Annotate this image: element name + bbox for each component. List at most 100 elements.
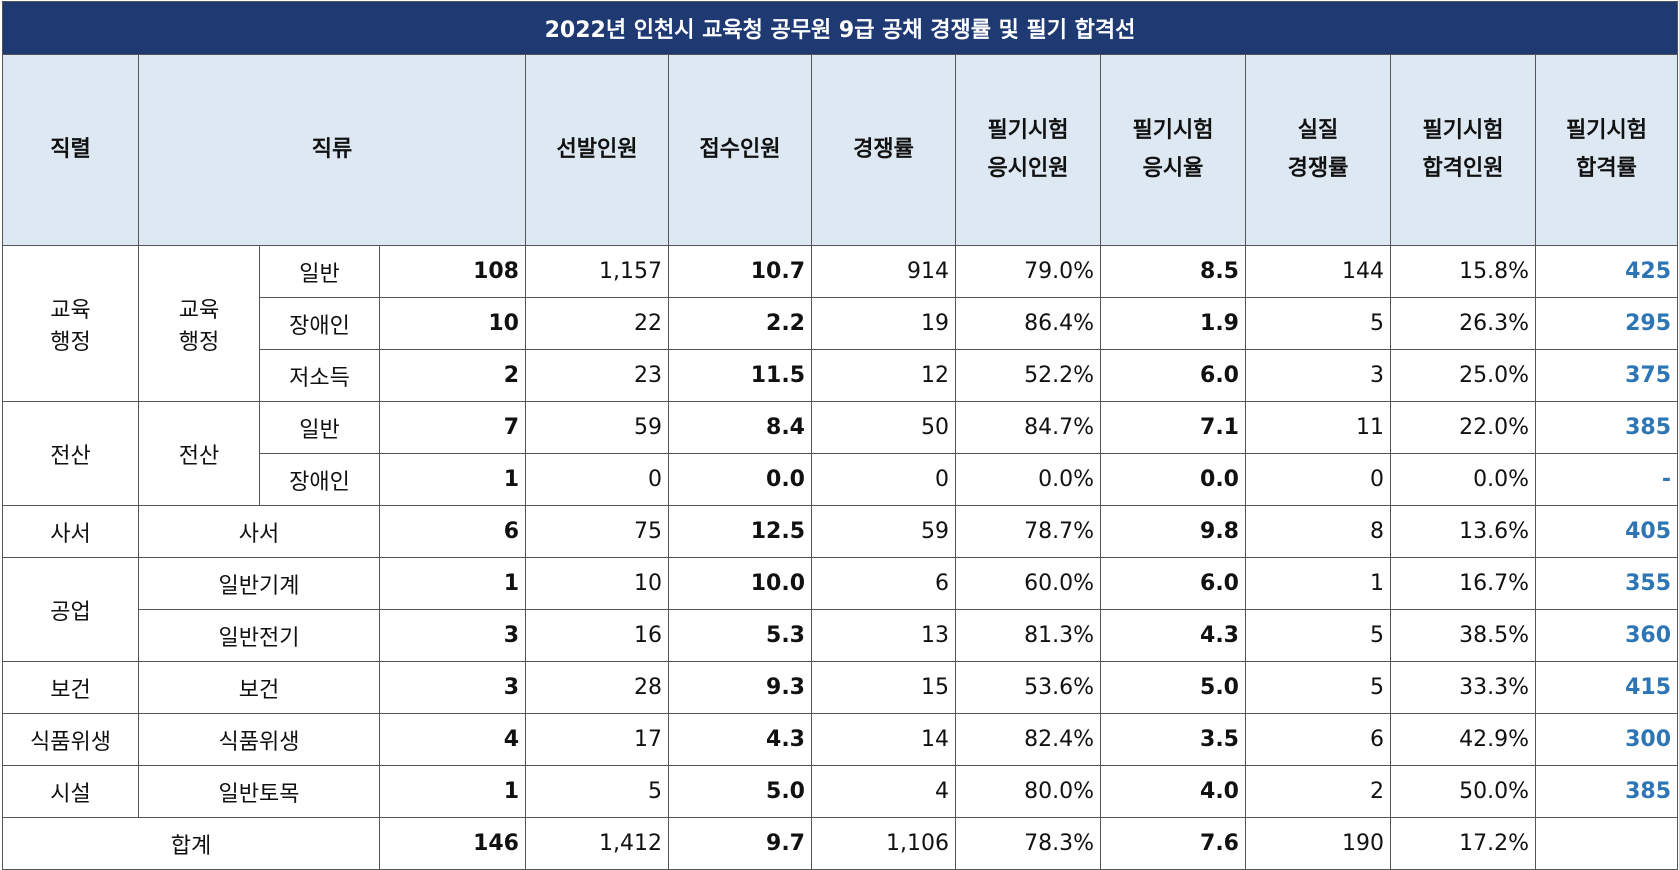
value-cell: 1: [379, 453, 526, 506]
header-row: 직렬 직류 선발인원 접수인원 경쟁률 필기시험 응시인원 필기시험 응시율 실질 경쟁률 필기시험 합…: [2, 54, 1679, 246]
value-cell: 59: [525, 401, 669, 454]
cell-line: 보건: [50, 677, 91, 703]
value-cell: 0: [811, 453, 956, 506]
value-cell: 22.0%: [1390, 401, 1536, 454]
cell-line: 필기시험: [1422, 118, 1504, 143]
value-cell: 5.3: [668, 609, 812, 662]
data-row: 공업 일반기계 1 10 10.0 6 60.0% 6.0 1 16.7% 355: [2, 557, 1679, 662]
value-cell: 52.2%: [955, 349, 1101, 402]
value-cell: 22: [525, 297, 669, 350]
total-cell: 7.6: [1100, 817, 1246, 870]
value-cell: 6.0: [1100, 557, 1246, 610]
cell-line: 직류: [311, 137, 353, 162]
type-name: 장애인: [259, 453, 380, 506]
column-header: 직렬: [2, 54, 139, 246]
type-name: 일반: [259, 401, 380, 454]
value-cell: 2: [379, 349, 526, 402]
cell-line: 교육: [50, 297, 91, 323]
column-header: 필기시험 합격인원: [1390, 54, 1536, 246]
cell-line: 시설: [50, 781, 91, 807]
value-cell: 23: [525, 349, 669, 402]
total-cell: 9.7: [668, 817, 812, 870]
value-cell: 425: [1534, 245, 1679, 298]
value-cell: 81.3%: [955, 609, 1101, 662]
cell-line: 필기시험: [1566, 118, 1647, 143]
cell-line: 실질: [1297, 118, 1339, 143]
value-cell: 50.0%: [1390, 765, 1536, 818]
value-cell: 14: [811, 713, 956, 766]
subgroup-name: 일반전기: [138, 609, 380, 662]
value-cell: 11.5: [668, 349, 812, 402]
value-cell: 38.5%: [1390, 609, 1536, 662]
data-row: 보건 보건 3 28 9.3 15 53.6% 5.0 5 33.3% 415: [2, 661, 1679, 714]
value-cell: 80.0%: [955, 765, 1101, 818]
column-header: 직류: [138, 54, 526, 246]
cell-line: 일반토목: [218, 781, 300, 807]
value-cell: 17: [525, 713, 669, 766]
value-cell: 0: [525, 453, 669, 506]
group-name: 식품위생: [2, 713, 139, 766]
cell-line: 합격률: [1576, 156, 1637, 181]
value-cell: 9.3: [668, 661, 812, 714]
type-name: 일반: [259, 245, 380, 298]
total-cell: 78.3%: [955, 817, 1101, 870]
value-cell: 12: [811, 349, 956, 402]
column-header: 접수인원: [668, 54, 812, 246]
value-cell: 108: [379, 245, 526, 298]
table-title: 2022년 인천시 교육청 공무원 9급 공채 경쟁률 및 필기 합격선: [1, 1, 1679, 55]
value-cell: 10: [525, 557, 669, 610]
data-row: 전산 전산 일반 7 59 8.4 50 84.7% 7.1 11 22.0% 385: [2, 401, 1679, 506]
subgroup-name: 사서: [138, 505, 380, 558]
value-cell: 86.4%: [955, 297, 1101, 350]
group-name: 사서: [2, 505, 139, 558]
value-cell: 78.7%: [955, 505, 1101, 558]
group-name: 공업: [2, 557, 139, 662]
subgroup-name: 보건: [138, 661, 380, 714]
value-cell: 33.3%: [1390, 661, 1536, 714]
cell-line: 경쟁률: [1287, 156, 1349, 181]
value-cell: 82.4%: [955, 713, 1101, 766]
cell-line: 직렬: [50, 137, 91, 162]
value-cell: 7.1: [1100, 401, 1246, 454]
value-cell: 4.3: [1100, 609, 1246, 662]
cell-line: 경쟁률: [853, 137, 914, 162]
group-name: 보건: [2, 661, 139, 714]
cell-line: 필기시험: [987, 118, 1069, 143]
group-name: 전산: [2, 401, 139, 506]
cell-line: 일반기계: [218, 573, 300, 599]
value-cell: 8.5: [1100, 245, 1246, 298]
value-cell: 385: [1534, 765, 1679, 818]
cell-line: 응시인원: [987, 156, 1069, 181]
value-cell: 8.4: [668, 401, 812, 454]
value-cell: 4: [811, 765, 956, 818]
value-cell: 16: [525, 609, 669, 662]
value-cell: 0.0: [668, 453, 812, 506]
value-cell: 10: [379, 297, 526, 350]
value-cell: 5.0: [668, 765, 812, 818]
group-name: 시설: [2, 765, 139, 818]
value-cell: 25.0%: [1390, 349, 1536, 402]
value-cell: 60.0%: [955, 557, 1101, 610]
value-cell: 144: [1245, 245, 1391, 298]
data-row: 사서 사서 6 75 12.5 59 78.7% 9.8 8 13.6% 405: [2, 505, 1679, 558]
value-cell: 5: [525, 765, 669, 818]
value-cell: 0.0: [1100, 453, 1246, 506]
value-cell: 79.0%: [955, 245, 1101, 298]
value-cell: 3: [379, 609, 526, 662]
value-cell: 4.3: [668, 713, 812, 766]
cell-line: 전산: [50, 443, 91, 469]
value-cell: 405: [1534, 505, 1679, 558]
value-cell: 13: [811, 609, 956, 662]
cell-line: 교육: [178, 297, 220, 323]
cell-line: 응시율: [1142, 156, 1204, 181]
value-cell: 50: [811, 401, 956, 454]
cell-line: 선발인원: [556, 137, 638, 162]
total-cell: 17.2%: [1390, 817, 1536, 870]
column-header: 선발인원: [525, 54, 669, 246]
subgroup-name: 식품위생: [138, 713, 380, 766]
total-cell: 1,412: [525, 817, 669, 870]
value-cell: 0: [1245, 453, 1391, 506]
